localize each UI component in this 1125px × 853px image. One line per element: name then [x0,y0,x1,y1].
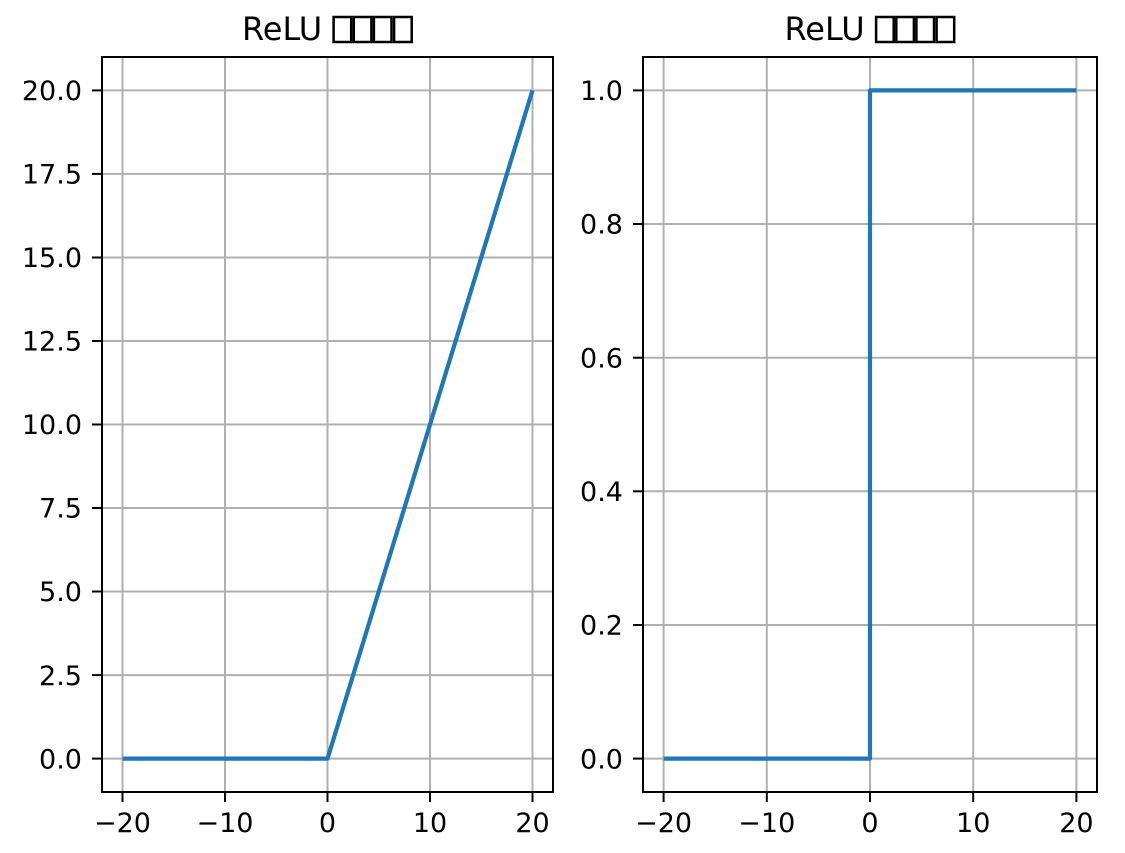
x-tick-label: −10 [197,808,254,839]
y-tick-label: 2.5 [39,661,82,692]
x-tick-label: −20 [635,808,692,839]
plot-title-text: ReLU [785,10,865,48]
y-tick-label: 1.0 [580,76,623,107]
x-tick-label: 0 [319,808,336,839]
y-tick-label: 0.6 [580,343,623,374]
y-tick-label: 10.0 [22,410,82,441]
plot-title-text: ReLU [242,10,322,48]
relu-derivative-line [663,88,1077,761]
relu-line [122,89,535,761]
missing-glyph-box [392,15,413,44]
right-subplot: −20 −10 0 10 20 0.0 0.2 0.4 0.6 0.8 1.0 ReLU [580,10,1098,839]
y-tick-label: 20.0 [22,76,82,107]
missing-glyph-box [332,15,353,44]
y-tick-label: 17.5 [22,160,82,191]
missing-glyph-box [874,15,895,44]
y-tick-label: 0.8 [580,210,623,241]
y-tick-label: 7.5 [39,494,82,525]
y-tick-label: 5.0 [39,577,82,608]
plot-title: ReLU [242,10,413,48]
left-subplot: −20 −10 0 10 20 0.0 2.5 5.0 7.5 10.0 12.5 15.0 17.5 2… [22,10,554,839]
x-tick-label: 10 [413,808,447,839]
missing-glyph-box [935,15,956,44]
missing-glyph-box [915,15,936,44]
missing-glyph-box [372,15,393,44]
x-tick-label: −10 [738,808,795,839]
y-tick-label: 0.0 [39,744,82,775]
x-tick-label: 10 [956,808,990,839]
x-tick-label: 0 [861,808,878,839]
grid [102,57,553,792]
y-tick-label: 0.2 [580,611,623,642]
y-tick-label: 0.4 [580,477,623,508]
y-tick-label: 0.0 [580,744,623,775]
missing-glyph-box [352,15,373,44]
x-tick-label: 20 [515,808,549,839]
plot-title: ReLU [785,10,956,48]
x-tick-label: 20 [1059,808,1093,839]
x-tick-label: −20 [94,808,151,839]
y-tick-label: 12.5 [22,327,82,358]
y-tick-label: 15.0 [22,243,82,274]
missing-glyph-box [895,15,916,44]
